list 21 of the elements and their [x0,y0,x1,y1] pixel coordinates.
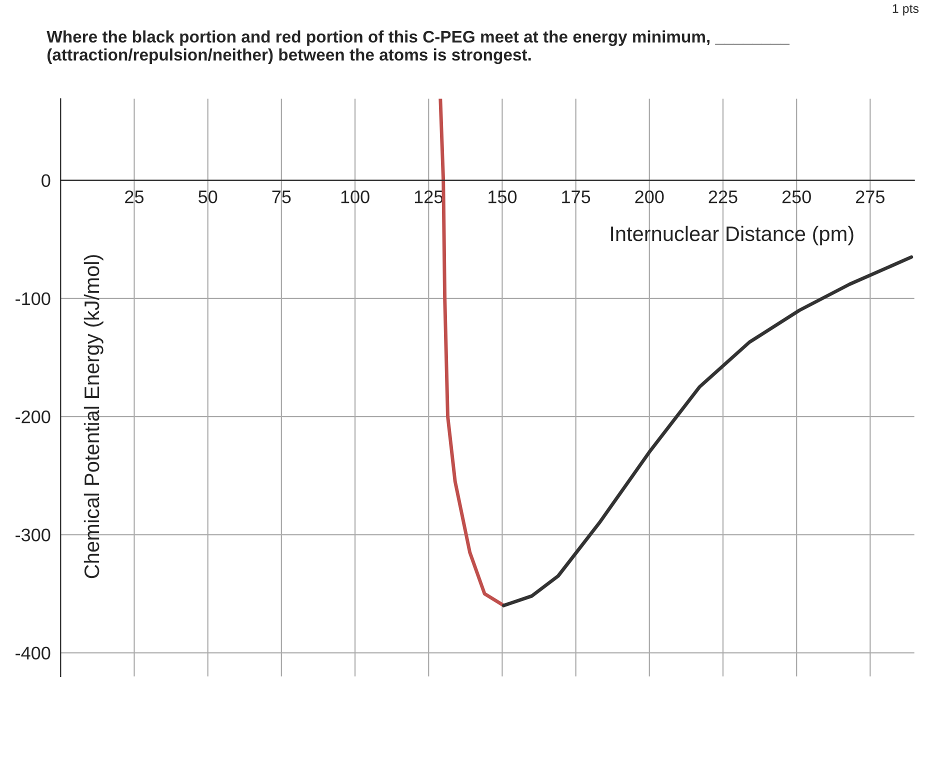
y-tick-label: 0 [42,174,50,188]
x-tick-label: 225 [708,190,738,204]
x-tick-label: 100 [341,190,370,204]
y-tick-label: -200 [16,410,50,424]
x-tick-label: 175 [562,190,590,204]
x-tick-label: 250 [782,190,811,204]
x-tick-label: 75 [272,190,291,204]
y-tick-label: -300 [16,528,50,542]
y-tick-label: -400 [16,646,50,660]
x-axis-title: Internuclear Distance (pm) [611,226,854,246]
y-tick-label: -100 [16,292,50,306]
x-tick-label: 275 [856,190,884,204]
x-tick-label: 25 [125,190,144,204]
x-tick-label: 125 [414,190,443,204]
x-tick-label: 200 [635,190,664,204]
text: 1 pts [892,4,919,16]
chart-title: Where the black portion and red portion of this C-PEG meet at the energy minimum, ________ (attraction/repulsion/neither) between the atoms is strongest. [46,30,790,64]
x-tick-label: 50 [198,190,218,204]
x-tick-label: 150 [488,190,517,204]
y-axis-title: Chemical Potential Energy (kJ/mol) [84,255,104,578]
line-series [502,255,914,608]
